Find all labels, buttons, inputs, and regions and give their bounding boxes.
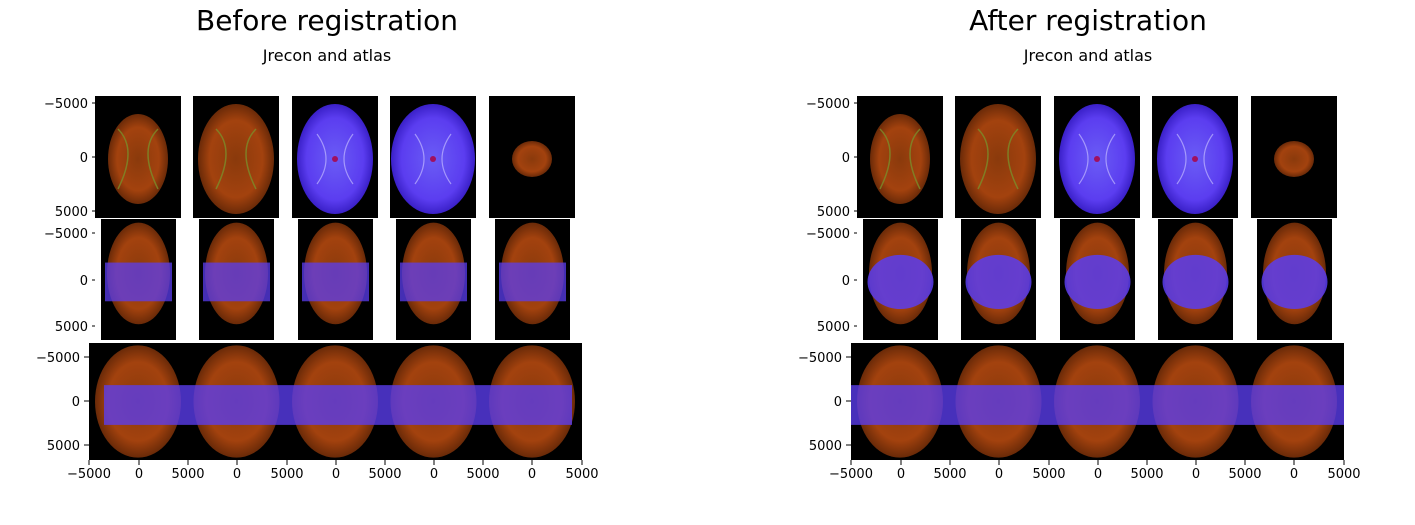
ytick-label: 0 <box>842 274 850 289</box>
xtick-label: 5000 <box>1032 467 1065 482</box>
xtick-label: 5000 <box>171 467 204 482</box>
slice-row1-col1 <box>95 96 181 218</box>
ytick-label: −5000 <box>44 227 88 242</box>
ytick-label: 5000 <box>817 205 850 220</box>
xtick-label: 5000 <box>270 467 303 482</box>
ytick-label: 0 <box>72 395 80 410</box>
panel-after: −5000 0 5000 −5000 0 5000 −5000 0 5000 −5000 0 5000… <box>798 96 1361 482</box>
slice-row1-col3 <box>292 96 378 218</box>
ytick-label: −5000 <box>806 227 850 242</box>
ytick-label: −5000 <box>806 97 850 112</box>
slice-row3-strip <box>851 343 1344 460</box>
slice-row2-col5 <box>1257 219 1332 340</box>
ytick-label: 5000 <box>817 320 850 335</box>
ytick-label: 5000 <box>47 439 80 454</box>
ytick-label: −5000 <box>798 351 842 366</box>
ytick-label: 5000 <box>55 205 88 220</box>
xtick-label: 5000 <box>1130 467 1163 482</box>
ytick-label: 0 <box>842 151 850 166</box>
slice-row2-col2 <box>961 219 1036 340</box>
slice-row1-col3 <box>1054 96 1140 218</box>
slice-row1-col4 <box>1152 96 1238 218</box>
ytick-label: 0 <box>80 151 88 166</box>
xtick-label: 0 <box>430 467 438 482</box>
slice-row1-col5 <box>1251 96 1337 218</box>
slice-row1-col5 <box>489 96 575 218</box>
xtick-label: 5000 <box>1228 467 1261 482</box>
slice-row1-col2 <box>193 96 279 218</box>
slice-row1-col1 <box>857 96 943 218</box>
slice-row2-col3 <box>298 219 373 340</box>
ytick-label: −5000 <box>36 351 80 366</box>
slice-row2-col4 <box>1158 219 1233 340</box>
ytick-label: 0 <box>834 395 842 410</box>
xtick-label: 0 <box>233 467 241 482</box>
xtick-label: 0 <box>135 467 143 482</box>
xtick-label: 0 <box>528 467 536 482</box>
xtick-label: 0 <box>1192 467 1200 482</box>
xtick-label: −5000 <box>67 467 111 482</box>
panel-subtitle-before: Jrecon and atlas <box>262 46 392 65</box>
ytick-label: 5000 <box>809 439 842 454</box>
panel-subtitle-after: Jrecon and atlas <box>1023 46 1153 65</box>
panel-title-before: Before registration <box>196 4 458 37</box>
xtick-label: 5000 <box>565 467 598 482</box>
slice-row2-col3 <box>1060 219 1135 340</box>
ytick-label: 0 <box>80 274 88 289</box>
slice-row2-col2 <box>199 219 274 340</box>
xtick-label: −5000 <box>829 467 873 482</box>
slice-row2-col5 <box>495 219 570 340</box>
xtick-label: 0 <box>1290 467 1298 482</box>
xtick-label: 5000 <box>933 467 966 482</box>
xtick-label: 5000 <box>466 467 499 482</box>
slice-row2-col1 <box>863 219 938 340</box>
panel-before: −5000 0 5000 −5000 0 5000 −5000 0 5000 −5000 0 5000… <box>36 96 599 482</box>
slice-row3-strip <box>89 343 582 460</box>
ytick-label: −5000 <box>44 97 88 112</box>
slice-row2-col1 <box>101 219 176 340</box>
xtick-label: 0 <box>995 467 1003 482</box>
xtick-label: 5000 <box>1327 467 1360 482</box>
slice-row1-col4 <box>390 96 476 218</box>
panel-title-after: After registration <box>969 4 1207 37</box>
ytick-label: 5000 <box>55 320 88 335</box>
slice-row1-col2 <box>955 96 1041 218</box>
xtick-label: 0 <box>332 467 340 482</box>
xtick-label: 0 <box>897 467 905 482</box>
xtick-label: 0 <box>1094 467 1102 482</box>
slice-row2-col4 <box>396 219 471 340</box>
xtick-label: 5000 <box>368 467 401 482</box>
